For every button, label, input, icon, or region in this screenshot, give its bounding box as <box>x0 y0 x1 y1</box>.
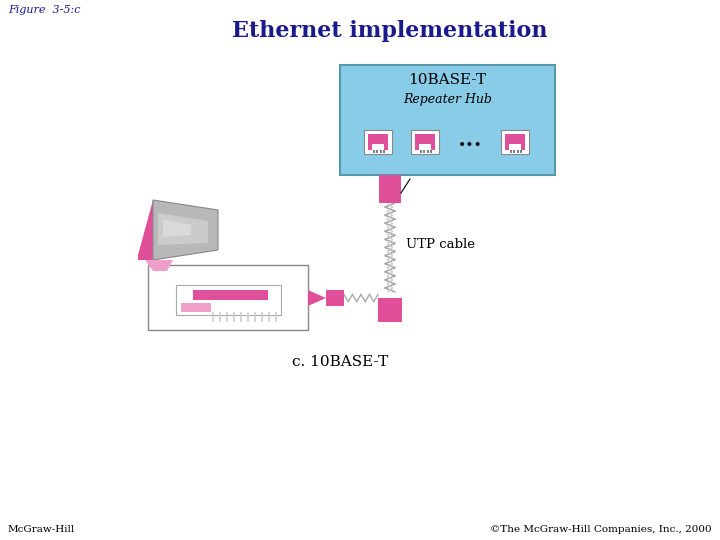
Bar <box>379 175 401 203</box>
Text: ©The McGraw-Hill Companies, Inc., 2000: ©The McGraw-Hill Companies, Inc., 2000 <box>490 525 712 534</box>
Bar <box>500 130 529 154</box>
Bar <box>383 150 384 153</box>
Bar <box>420 150 422 153</box>
Bar <box>513 150 516 153</box>
Text: •••: ••• <box>458 138 482 152</box>
Polygon shape <box>163 219 191 237</box>
Bar <box>373 150 375 153</box>
Bar <box>148 265 308 330</box>
Text: McGraw-Hill: McGraw-Hill <box>8 525 76 534</box>
Bar <box>176 285 281 315</box>
Polygon shape <box>138 200 153 260</box>
Bar <box>193 290 268 300</box>
Bar <box>384 144 388 150</box>
Bar <box>505 134 525 144</box>
Bar <box>427 150 428 153</box>
Bar <box>423 150 426 153</box>
Bar <box>510 150 512 153</box>
Text: Ethernet implementation: Ethernet implementation <box>233 20 548 42</box>
Bar <box>521 144 525 150</box>
Bar <box>505 144 509 150</box>
Bar <box>372 150 384 153</box>
Polygon shape <box>145 260 173 271</box>
Text: Figure  3-5:c: Figure 3-5:c <box>8 5 81 15</box>
Bar <box>431 144 435 150</box>
Bar <box>509 150 521 153</box>
Bar <box>378 298 402 322</box>
Text: UTP cable: UTP cable <box>406 239 475 252</box>
Text: Repeater Hub: Repeater Hub <box>403 93 492 106</box>
Bar <box>368 144 372 150</box>
Bar <box>410 130 439 154</box>
Bar <box>419 150 431 153</box>
Bar <box>415 134 435 144</box>
Text: c. 10BASE-T: c. 10BASE-T <box>292 355 388 369</box>
Text: 10BASE-T: 10BASE-T <box>408 73 487 87</box>
Bar <box>364 130 392 154</box>
Bar <box>340 65 555 175</box>
Bar <box>415 144 419 150</box>
Bar <box>368 134 388 144</box>
Bar <box>379 150 382 153</box>
Polygon shape <box>308 290 326 306</box>
Bar <box>517 150 518 153</box>
Polygon shape <box>158 213 208 245</box>
Bar <box>326 290 344 306</box>
Bar <box>377 150 378 153</box>
Bar <box>520 150 522 153</box>
Bar <box>430 150 432 153</box>
Bar <box>181 303 211 312</box>
Polygon shape <box>153 200 218 260</box>
